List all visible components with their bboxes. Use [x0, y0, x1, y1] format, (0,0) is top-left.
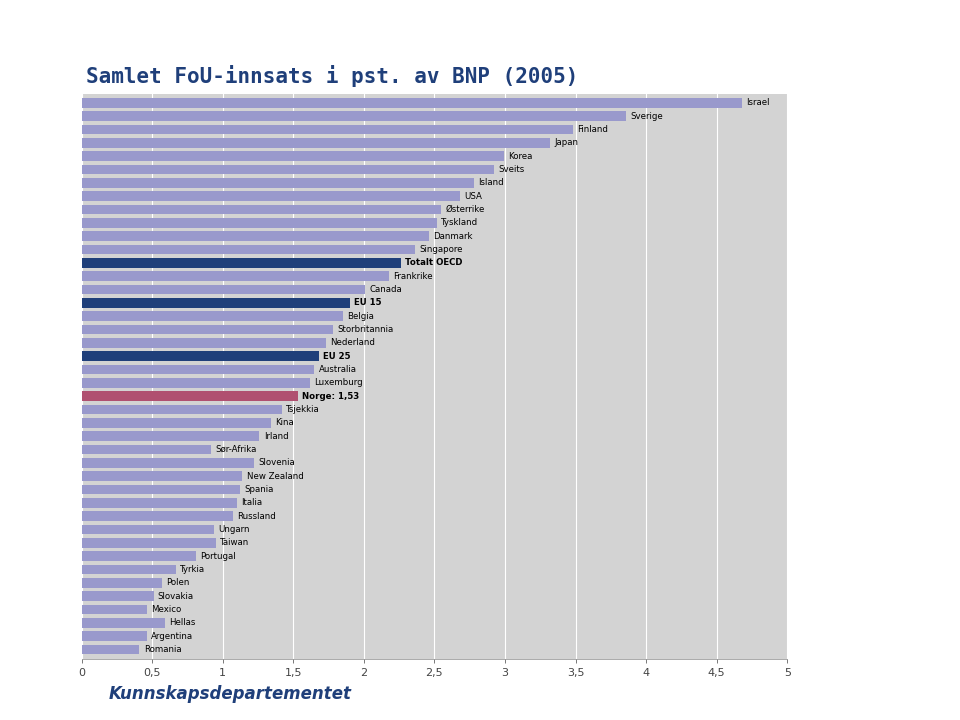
Text: Slovakia: Slovakia — [157, 592, 194, 600]
Text: Romania: Romania — [144, 645, 181, 654]
Text: Island: Island — [478, 179, 504, 187]
Bar — [82, 445, 211, 454]
Bar — [82, 405, 282, 414]
Text: Tsjekkia: Tsjekkia — [286, 405, 320, 414]
Bar — [82, 298, 349, 307]
Text: Kina: Kina — [275, 418, 294, 428]
Bar — [82, 112, 626, 121]
Text: Sveits: Sveits — [498, 165, 524, 174]
Text: Taiwan: Taiwan — [220, 539, 250, 547]
Bar — [82, 258, 400, 268]
Bar — [82, 578, 162, 588]
Bar — [82, 325, 333, 334]
Text: Østerrike: Østerrike — [445, 205, 485, 214]
Bar — [82, 392, 298, 401]
Bar — [82, 178, 474, 188]
Bar — [82, 378, 310, 387]
Text: Storbritannia: Storbritannia — [337, 325, 394, 334]
Bar — [82, 231, 429, 241]
Text: Japan: Japan — [554, 138, 578, 148]
Text: EU 25: EU 25 — [323, 351, 350, 361]
Bar — [82, 618, 165, 628]
Bar — [82, 538, 216, 548]
Bar — [82, 284, 365, 294]
Bar — [82, 564, 176, 575]
Bar — [82, 485, 240, 495]
Text: Argentina: Argentina — [151, 631, 193, 641]
Bar — [82, 151, 504, 161]
Text: Italia: Italia — [241, 498, 262, 508]
Text: Canada: Canada — [370, 285, 402, 294]
Bar — [82, 165, 493, 174]
Bar — [82, 644, 139, 654]
Text: Belgia: Belgia — [347, 312, 373, 320]
Text: Nederland: Nederland — [330, 338, 374, 347]
Bar — [82, 204, 442, 215]
Text: Danmark: Danmark — [433, 232, 472, 240]
Bar — [82, 245, 415, 254]
Bar — [82, 591, 154, 601]
Text: Norge: 1,53: Norge: 1,53 — [301, 392, 359, 401]
Text: Totalt OECD: Totalt OECD — [405, 258, 463, 267]
Text: 4: 4 — [28, 681, 44, 701]
Bar — [82, 472, 243, 481]
Bar — [82, 511, 232, 521]
Text: Israel: Israel — [746, 99, 770, 107]
Text: USA: USA — [464, 192, 482, 201]
Text: Mexico: Mexico — [151, 605, 181, 614]
Bar — [82, 138, 550, 148]
Text: Irland: Irland — [264, 432, 288, 441]
Text: Slovenia: Slovenia — [258, 459, 295, 467]
Bar — [82, 552, 196, 561]
Text: Ungarn: Ungarn — [219, 525, 250, 534]
Text: Russland: Russland — [237, 512, 276, 521]
Text: Hellas: Hellas — [169, 618, 196, 627]
Bar — [82, 271, 389, 281]
Bar — [82, 631, 147, 641]
Text: Korea: Korea — [508, 152, 532, 161]
Bar — [82, 418, 271, 428]
Text: Sør-Afrika: Sør-Afrika — [216, 445, 257, 454]
Text: Kunnskapsdepartementet: Kunnskapsdepartementet — [108, 685, 351, 703]
Text: Tyskland: Tyskland — [442, 218, 479, 228]
Bar — [82, 498, 237, 508]
Text: Finland: Finland — [577, 125, 608, 134]
Text: Australia: Australia — [319, 365, 357, 374]
Bar — [82, 351, 319, 361]
Bar — [82, 218, 437, 228]
Bar — [82, 525, 214, 534]
Text: Tyrkia: Tyrkia — [180, 565, 205, 574]
Text: EU 15: EU 15 — [354, 298, 381, 307]
Text: Luxemburg: Luxemburg — [315, 379, 363, 387]
Bar — [82, 458, 253, 468]
Bar — [82, 605, 147, 614]
Text: Portugal: Portugal — [200, 552, 236, 561]
Text: Frankrike: Frankrike — [394, 271, 433, 281]
Bar — [82, 125, 573, 135]
Text: Singapore: Singapore — [419, 245, 463, 254]
Text: New Zealand: New Zealand — [247, 472, 303, 481]
Bar — [82, 431, 259, 441]
Bar — [82, 338, 325, 348]
Text: Spania: Spania — [244, 485, 274, 494]
Bar — [82, 98, 742, 108]
Text: Samlet FoU-innsats i pst. av BNP (2005): Samlet FoU-innsats i pst. av BNP (2005) — [86, 66, 579, 87]
Text: Polen: Polen — [166, 578, 190, 588]
Text: Sverige: Sverige — [631, 112, 663, 121]
Bar — [82, 312, 343, 321]
Bar — [82, 365, 315, 374]
Bar — [82, 192, 460, 201]
